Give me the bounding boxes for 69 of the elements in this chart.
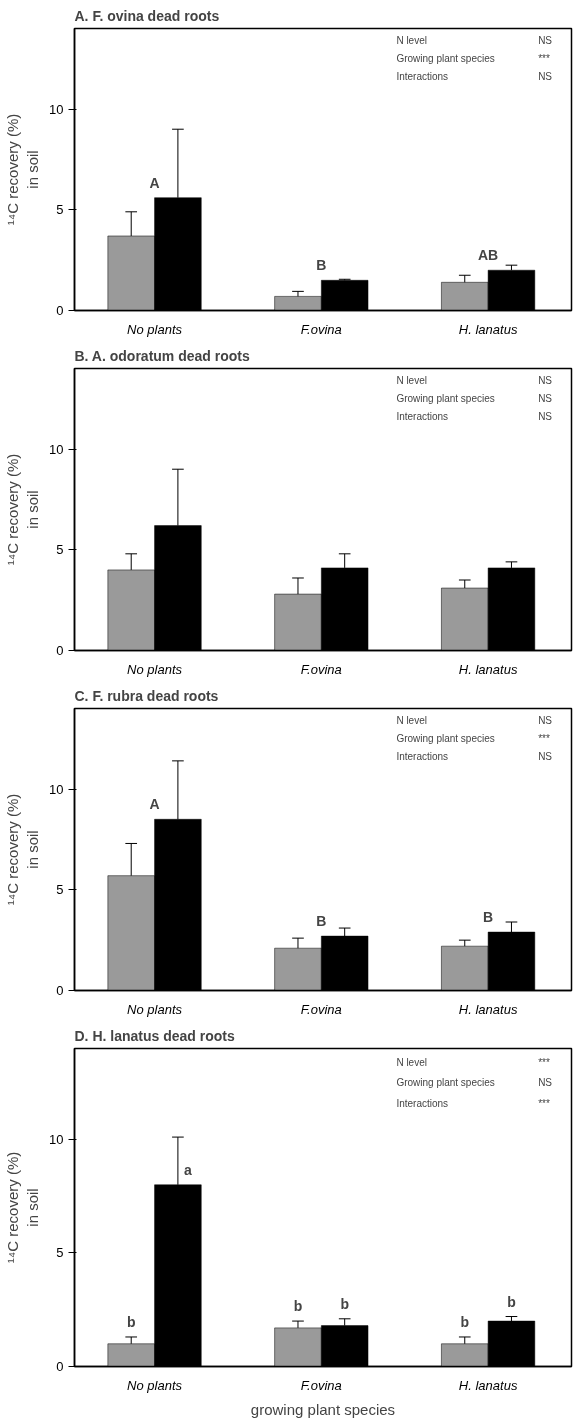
annotation: ***	[538, 1056, 550, 1068]
annotation: B	[316, 257, 327, 274]
y-tick-label: 0	[56, 643, 64, 658]
annotation: b	[293, 1298, 303, 1315]
y-tick-label: 10	[49, 1131, 64, 1147]
annotation: N level	[396, 35, 427, 47]
annotation: Interactions	[396, 411, 449, 423]
annotation: Interactions	[396, 71, 449, 83]
annotation: Growing plant species	[396, 53, 495, 65]
annotation: N level	[396, 1056, 427, 1068]
y-tick-label: 5	[56, 1245, 64, 1261]
y-axis-title: ¹⁴C recovery (%) in soil	[3, 113, 42, 226]
annotation: A	[149, 174, 160, 191]
x-tick-label: F.ovina	[300, 1377, 342, 1393]
y-tick-label: 0	[56, 983, 64, 998]
annotation: NS	[538, 1077, 553, 1089]
y-axis-title: ¹⁴C recovery (%) in soil	[3, 793, 42, 906]
y-tick-label: 10	[49, 441, 64, 457]
annotation: ***	[538, 1097, 550, 1109]
annotation: Growing plant species	[396, 393, 495, 405]
annotation: N level	[396, 375, 427, 387]
annotation: NS	[538, 35, 553, 47]
chart-title: D. H. lanatus dead roots	[74, 1027, 235, 1044]
annotation: b	[126, 1313, 136, 1330]
y-tick-label: 10	[49, 781, 64, 797]
x-tick-label: F.ovina	[300, 1001, 342, 1017]
x-tick-label: No plants	[127, 321, 183, 337]
x-tick-label: F.ovina	[300, 661, 342, 677]
annotation: NS	[538, 751, 553, 763]
annotation: a	[183, 1161, 192, 1178]
annotation: NS	[538, 411, 553, 423]
annotation: NS	[538, 375, 553, 387]
annotation: NS	[538, 71, 553, 83]
annotation: B	[483, 909, 494, 926]
annotation: AB	[478, 247, 499, 264]
y-axis-title: ¹⁴C recovery (%) in soil	[3, 453, 42, 566]
annotation: N level	[396, 715, 427, 727]
x-tick-label: H. lanatus	[458, 1377, 518, 1393]
x-tick-label: No plants	[127, 1001, 183, 1017]
annotation: NS	[538, 715, 553, 727]
x-tick-label: H. lanatus	[458, 661, 518, 677]
chart-title: A. F. ovina dead roots	[74, 7, 220, 24]
annotation: Interactions	[396, 751, 449, 763]
y-tick-label: 10	[49, 101, 64, 117]
x-tick-label: F.ovina	[300, 321, 342, 337]
annotation: b	[507, 1293, 516, 1310]
x-axis-title: growing plant species	[250, 1400, 396, 1418]
chart-title: C. F. rubra dead roots	[74, 687, 219, 704]
annotation: b	[460, 1313, 470, 1330]
x-tick-label: No plants	[127, 1377, 183, 1393]
annotation: Interactions	[396, 1097, 449, 1109]
chart-title: B. A. odoratum dead roots	[74, 347, 250, 364]
x-tick-label: H. lanatus	[458, 321, 518, 337]
y-tick-label: 0	[56, 1359, 64, 1374]
y-tick-label: 5	[56, 542, 64, 558]
y-tick-label: 5	[56, 882, 64, 898]
y-axis-title: ¹⁴C recovery (%) in soil	[3, 1151, 42, 1264]
annotation: Growing plant species	[396, 1077, 495, 1089]
x-tick-label: H. lanatus	[458, 1001, 518, 1017]
y-tick-label: 5	[56, 202, 64, 218]
annotation: ***	[538, 53, 550, 65]
annotation: A	[149, 796, 160, 813]
annotation: NS	[538, 393, 553, 405]
annotation: ***	[538, 733, 550, 745]
annotation: Growing plant species	[396, 733, 495, 745]
y-tick-label: 0	[56, 303, 64, 318]
annotation: b	[340, 1295, 349, 1312]
x-tick-label: No plants	[127, 661, 183, 677]
annotation: B	[316, 913, 327, 930]
